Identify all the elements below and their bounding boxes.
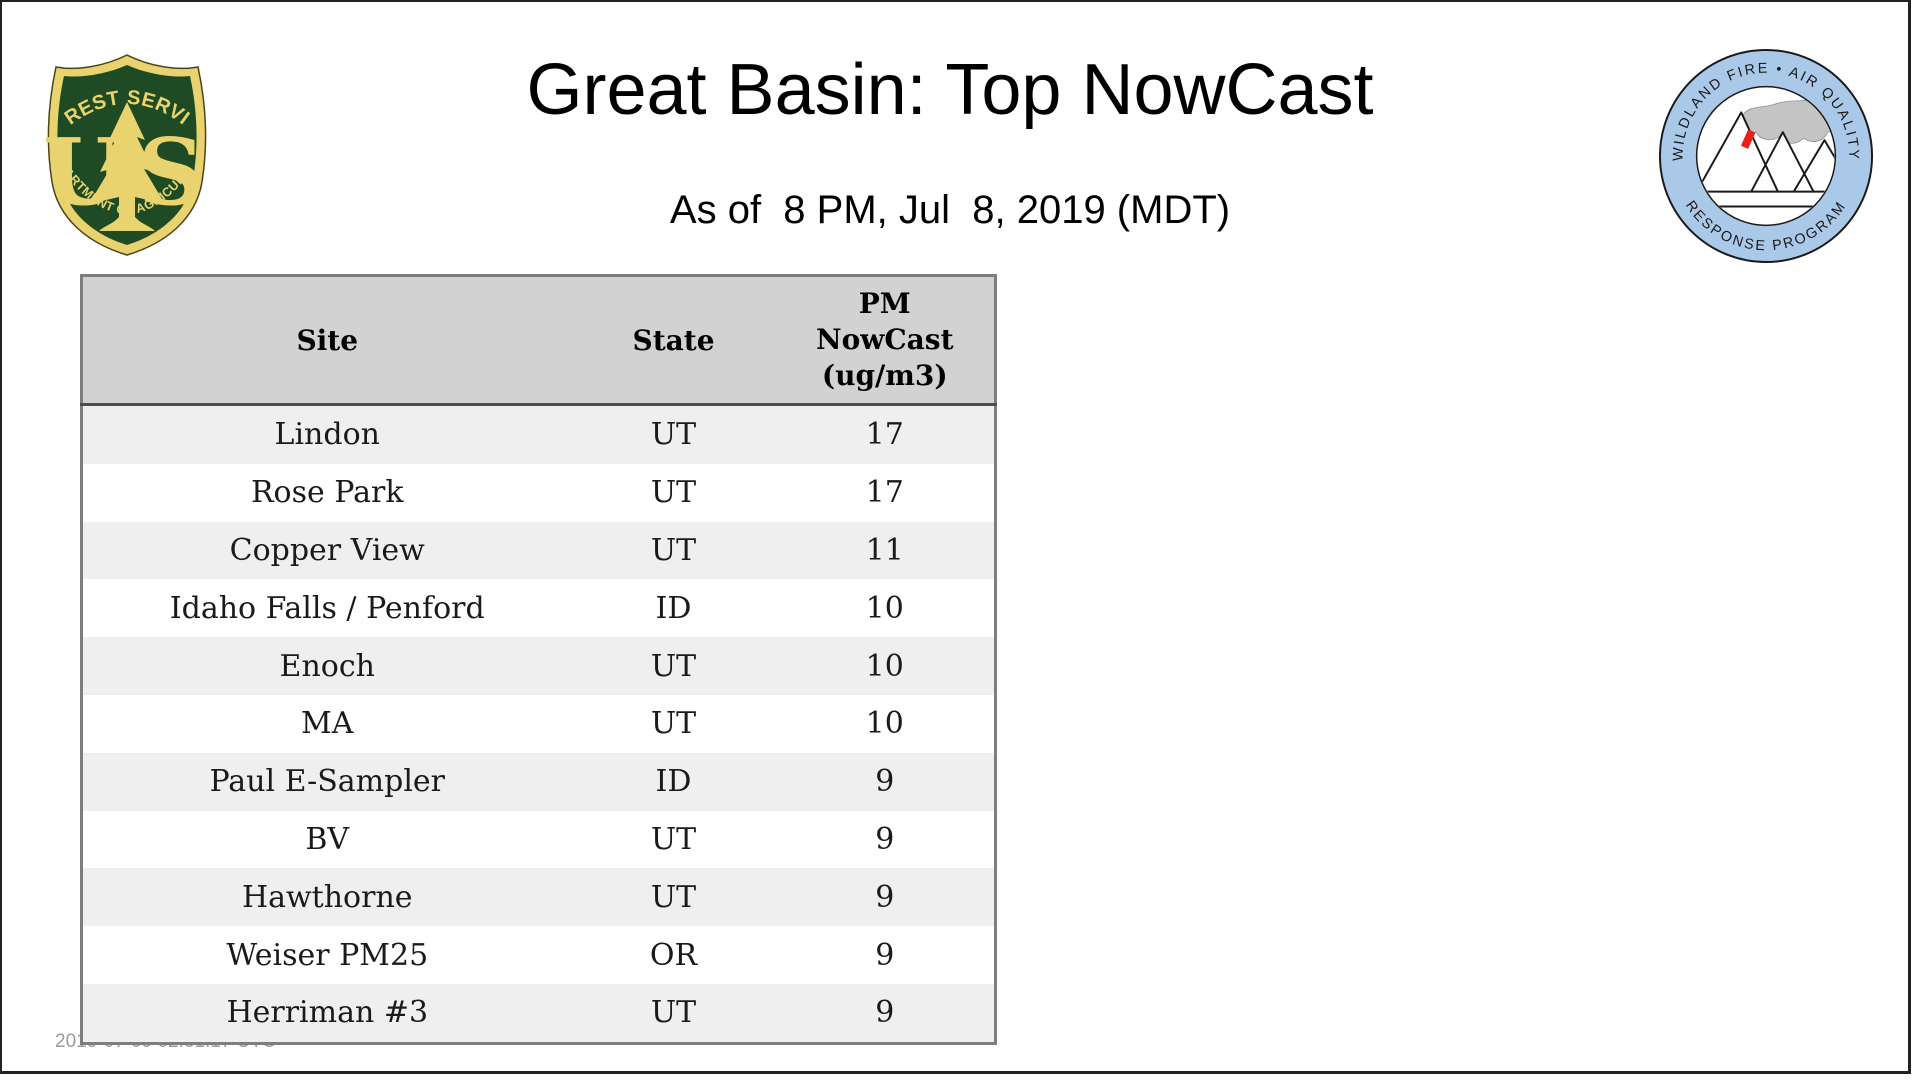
site-cell: Idaho Falls / Penford xyxy=(169,590,485,626)
table-row: Enoch UT 10 xyxy=(81,637,996,695)
nowcast-cell: 9 xyxy=(875,821,895,857)
nowcast-cell: 10 xyxy=(865,648,904,684)
table-row: Paul E-Sampler ID 9 xyxy=(81,752,996,811)
site-cell: BV xyxy=(305,821,350,857)
page-subtitle: As of 8 PM, Jul 8, 2019 (MDT) xyxy=(669,188,1231,232)
fs-tree-icon xyxy=(89,102,165,231)
pm-header-line-3: (ug/m3) xyxy=(821,359,948,392)
table-row: BV UT 9 xyxy=(81,810,996,869)
state-cell: OR xyxy=(649,937,698,973)
state-cell: UT xyxy=(650,821,697,857)
site-cell: Lindon xyxy=(274,417,380,453)
site-cell: Herriman #3 xyxy=(226,995,429,1031)
smoke-plume-icon xyxy=(1741,97,1835,144)
page-title: Great Basin: Top NowCast xyxy=(526,50,1374,130)
table-row: Idaho Falls / Penford ID 10 xyxy=(81,579,996,638)
flame-icon xyxy=(1740,129,1756,149)
table-row: Lindon UT 17 xyxy=(81,404,996,464)
state-cell: ID xyxy=(655,764,692,800)
pm-header-line-1: PM xyxy=(858,287,911,320)
nowcast-table: Site State PM NowCast (ug/m3) Lindon UT 17… xyxy=(80,274,997,1045)
site-cell: Rose Park xyxy=(250,475,404,511)
nowcast-cell: 9 xyxy=(875,879,895,915)
table-row: Herriman #3 UT 9 xyxy=(81,983,996,1044)
state-cell: UT xyxy=(650,648,697,684)
table-row: Hawthorne UT 9 xyxy=(81,868,996,927)
state-cell: UT xyxy=(650,417,697,453)
state-cell: ID xyxy=(655,590,692,626)
nowcast-cell: 9 xyxy=(875,764,895,800)
state-cell: UT xyxy=(650,879,697,915)
fs-letter-s: S xyxy=(138,118,204,226)
nowcast-cell: 17 xyxy=(865,475,904,511)
column-header-state: State xyxy=(571,275,776,406)
nowcast-cell: 11 xyxy=(865,532,904,568)
site-cell: Hawthorne xyxy=(241,879,413,915)
mountains-icon xyxy=(1697,111,1835,193)
nowcast-cell: 10 xyxy=(865,706,904,742)
nowcast-cell: 17 xyxy=(865,417,904,453)
state-cell: UT xyxy=(650,706,697,742)
site-cell: Paul E-Sampler xyxy=(209,764,446,800)
nowcast-cell: 10 xyxy=(865,590,904,626)
site-cell: Copper View xyxy=(229,532,425,568)
table-row: MA UT 10 xyxy=(81,694,996,753)
site-cell: MA xyxy=(301,706,354,742)
state-cell: UT xyxy=(650,995,697,1031)
site-cell: Weiser PM25 xyxy=(226,937,429,973)
state-cell: UT xyxy=(650,475,697,511)
nowcast-cell: 9 xyxy=(875,995,895,1031)
pm-header-line-2: NowCast xyxy=(816,323,954,356)
aqrp-logo: WILDLAND FIRE • AIR QUALITY RESPONSE PRO… xyxy=(1658,48,1874,264)
forest-service-logo: FOREST SERVICE U S DEPARTMENT OF AGRICUL… xyxy=(43,52,207,256)
nowcast-cell: 9 xyxy=(875,937,895,973)
column-header-site: Site xyxy=(81,275,572,406)
table-row: Rose Park UT 17 xyxy=(81,463,996,522)
table-header: Site State PM NowCast (ug/m3) xyxy=(81,275,996,406)
site-cell: Enoch xyxy=(279,648,375,684)
table-body: Lindon UT 17 Rose Park UT 17 Copper View UT 11 Id… xyxy=(81,404,996,1044)
table-row: Weiser PM25 OR 9 xyxy=(81,926,996,984)
column-header-pm-nowcast: PM NowCast (ug/m3) xyxy=(775,275,996,406)
state-cell: UT xyxy=(650,532,697,568)
table-row: Copper View UT 11 xyxy=(81,521,996,580)
